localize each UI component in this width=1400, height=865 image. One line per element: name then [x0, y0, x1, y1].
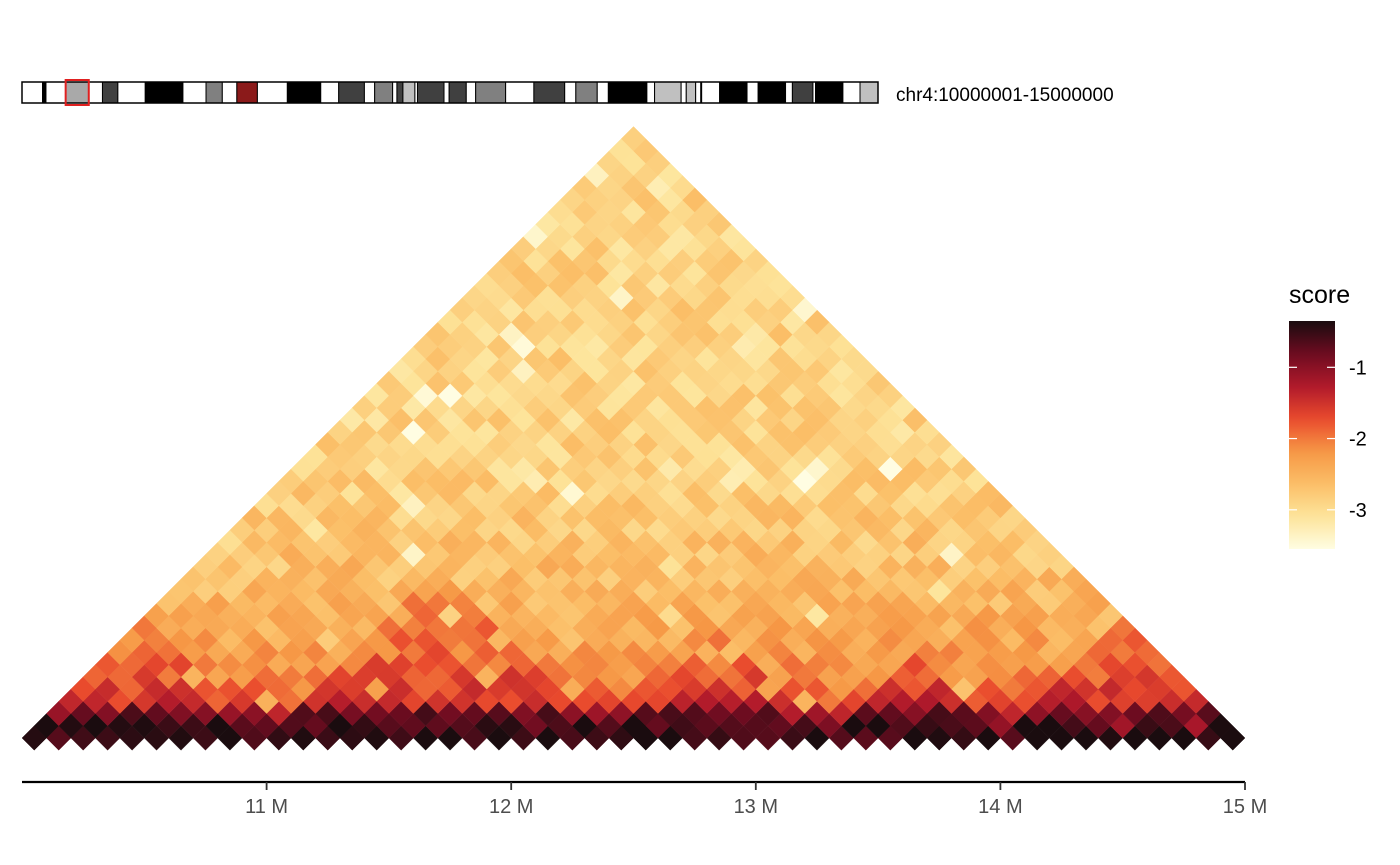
ideogram-band [392, 81, 398, 104]
x-tick-label: 13 M [734, 796, 778, 818]
heatmap-cell [620, 126, 647, 152]
ideogram-band [374, 81, 394, 104]
ideogram-band [363, 81, 376, 104]
ideogram-band [396, 81, 404, 104]
chromosome-ideogram [21, 79, 879, 106]
ideogram-band [45, 81, 67, 104]
ideogram-band [21, 81, 44, 104]
ideogram-band [859, 81, 879, 104]
ideogram-band [607, 81, 648, 104]
ideogram-band [443, 81, 450, 104]
ideogram-band [448, 81, 467, 104]
x-tick-label: 11 M [245, 796, 288, 818]
ideogram-band [533, 81, 566, 104]
ideogram-band [575, 81, 598, 104]
ideogram-band [815, 81, 844, 104]
contact-triangle-heatmap [21, 126, 1246, 751]
legend-title: score [1289, 281, 1350, 309]
ideogram-band [221, 81, 238, 104]
ideogram-band [182, 81, 207, 104]
ideogram-band [236, 81, 258, 104]
ideogram-band [719, 81, 748, 104]
ideogram-band [320, 81, 340, 104]
ideogram-band [286, 81, 322, 104]
ideogram-band [701, 81, 721, 104]
x-axis: 11 M 12 M 13 M 14 M 15 M [22, 780, 1267, 818]
ideogram-band [654, 81, 682, 104]
ideogram-band [685, 81, 697, 104]
ideogram-band [842, 81, 861, 104]
color-legend: score -1 -2 -3 [1289, 281, 1367, 549]
ideogram-band [564, 81, 577, 104]
ideogram-band [205, 81, 223, 104]
ideogram-band [65, 81, 90, 104]
x-tick-label: 12 M [489, 796, 533, 818]
x-tick-label: 15 M [1223, 796, 1267, 818]
ideogram-band [746, 81, 759, 104]
ideogram-band [680, 81, 687, 104]
ideogram-band [785, 81, 793, 104]
legend-tick-label: -1 [1349, 357, 1367, 379]
ideogram-band [791, 81, 814, 104]
ideogram-band [338, 81, 365, 104]
ideogram-band [42, 81, 47, 104]
ideogram-band [256, 81, 288, 104]
ideogram-band [402, 81, 416, 104]
ideogram-band [475, 81, 507, 104]
legend-colorbar [1289, 321, 1335, 549]
ideogram-band [101, 81, 119, 104]
ideogram-band [144, 81, 184, 104]
ideogram-band [505, 81, 535, 104]
ideogram-outline [21, 81, 879, 104]
ideogram-band [757, 81, 787, 104]
legend-tick-label: -2 [1349, 429, 1367, 451]
ideogram-band [465, 81, 477, 104]
ideogram-band [416, 81, 445, 104]
region-label: chr4:10000001-15000000 [896, 85, 1114, 106]
ideogram-region-highlight [64, 79, 90, 106]
ideogram-band [88, 81, 103, 104]
ideogram-band [596, 81, 609, 104]
ideogram-band [117, 81, 146, 104]
ideogram-band [646, 81, 656, 104]
ideogram-band [695, 81, 702, 104]
x-tick-label: 14 M [978, 796, 1022, 818]
legend-tick-label: -3 [1349, 500, 1367, 522]
